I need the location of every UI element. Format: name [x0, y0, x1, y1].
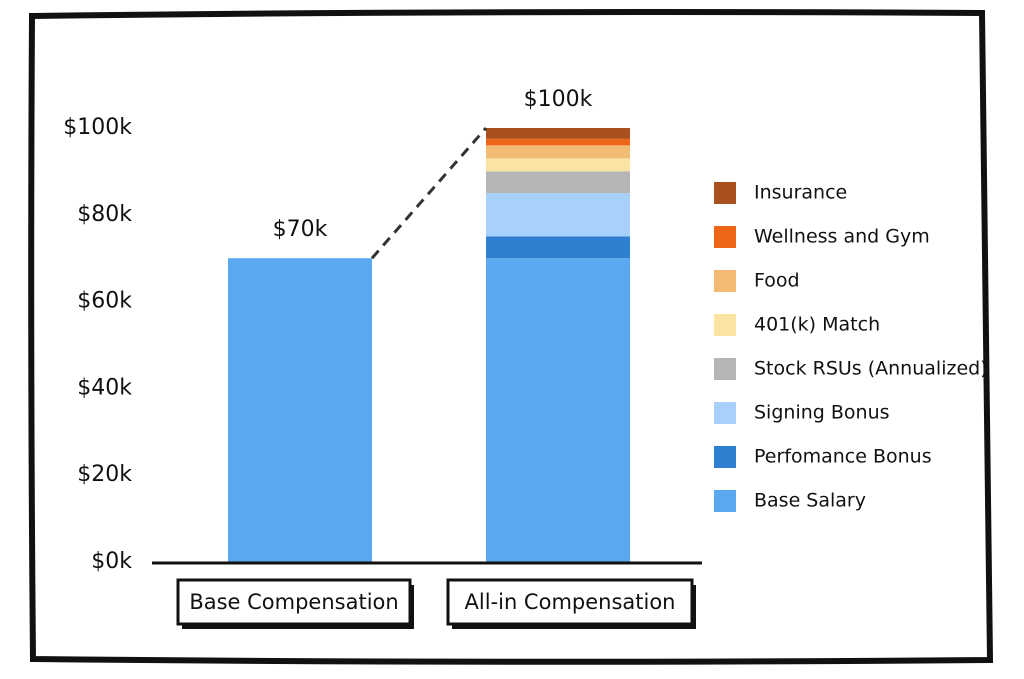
bar-segment [486, 128, 630, 139]
legend-label: Stock RSUs (Annualized) [754, 358, 988, 380]
legend-swatch [714, 314, 736, 336]
y-tick-label: $100k [63, 115, 132, 140]
bar-segment [486, 258, 630, 562]
bar-segment [486, 158, 630, 172]
bar-segment [228, 258, 372, 562]
legend-label: 401(k) Match [754, 314, 880, 336]
y-tick-label: $20k [77, 462, 132, 487]
legend-swatch [714, 358, 736, 380]
legend-swatch [714, 270, 736, 292]
legend-label: Wellness and Gym [754, 226, 930, 248]
total-label: $70k [273, 217, 328, 242]
bar-segment [486, 236, 630, 259]
legend-label: Insurance [754, 182, 847, 204]
legend-swatch [714, 182, 736, 204]
y-tick-label: $0k [91, 549, 132, 574]
y-tick-label: $40k [77, 375, 132, 400]
legend-swatch [714, 446, 736, 468]
bar-segment [486, 171, 630, 194]
legend-swatch [714, 226, 736, 248]
bar-segment [486, 193, 630, 237]
total-label: $100k [524, 87, 593, 112]
legend-label: Base Salary [754, 490, 866, 512]
x-tick-label: All-in Compensation [465, 590, 676, 614]
y-tick-label: $80k [77, 202, 132, 227]
legend-swatch [714, 402, 736, 424]
connector [370, 127, 488, 260]
legend-swatch [714, 490, 736, 512]
label-box [176, 578, 412, 626]
label-box [446, 578, 694, 626]
y-tick-label: $60k [77, 289, 132, 314]
legend-label: Signing Bonus [754, 402, 890, 424]
x-tick-label: Base Compensation [189, 590, 398, 614]
bar-segment [486, 145, 630, 159]
frame [28, 9, 994, 665]
legend-label: Food [754, 270, 800, 292]
bar-segment [486, 138, 630, 146]
legend-label: Perfomance Bonus [754, 446, 932, 468]
